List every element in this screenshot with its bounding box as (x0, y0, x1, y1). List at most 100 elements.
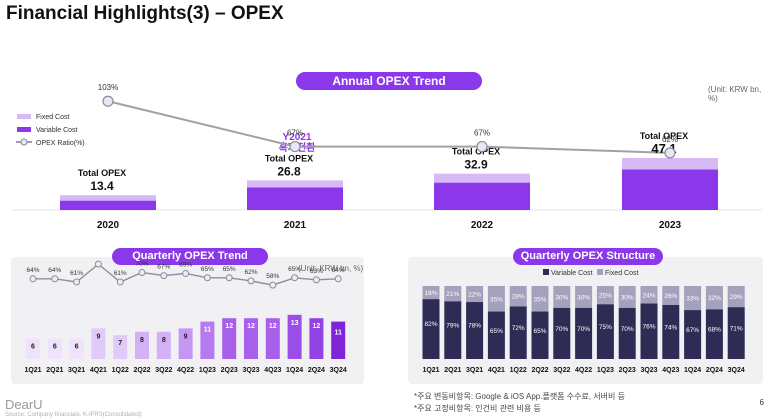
structure-bar-fixed (640, 286, 658, 304)
quarterly-ratio-marker (334, 275, 342, 283)
quarterly-ratio-marker (160, 272, 168, 280)
annual-category-label: 2021 (284, 220, 307, 231)
annual-bar-fixed (434, 173, 530, 183)
quarterly-opex-bar (287, 314, 302, 359)
structure-category-label: 1Q21 (422, 367, 439, 374)
structure-bar-fixed (422, 286, 440, 300)
quarterly-opex-bar (26, 338, 40, 359)
annual-ratio-label: 103% (98, 83, 118, 92)
quarterly-ratio-label: 65% (223, 266, 236, 273)
structure-category-label: 3Q21 (466, 367, 483, 374)
quarterly-ratio-label: 78% (92, 257, 105, 259)
quarterly-bar-label: 8 (162, 337, 166, 344)
structure-fixed-label: 35% (490, 296, 503, 303)
quarterly-bar-label: 11 (334, 330, 342, 337)
structure-bar-variable (487, 311, 505, 359)
structure-bar-fixed (684, 286, 702, 311)
legend-variable-swatch (17, 127, 31, 132)
structure-fixed-label: 28% (512, 294, 525, 301)
quarterly-ratio-label: 58% (266, 273, 279, 280)
note-fixed-items: *주요 고정비항목: 인건비 관련 비용 등 (414, 404, 541, 413)
structure-bar-fixed (662, 286, 680, 305)
structure-bar-variable (553, 307, 571, 359)
quarterly-bar-label: 6 (53, 344, 57, 351)
annual-category-label: 2023 (659, 220, 682, 231)
structure-variable-label: 78% (468, 323, 481, 330)
structure-variable-label: 71% (730, 325, 743, 332)
quarterly-opex-trend-pill: Quarterly OPEX Trend (112, 248, 268, 265)
quarterly-opex-structure-chart: Variable Cost Fixed Cost 18% 82% 1Q21 21% 79… (422, 269, 745, 374)
annual-bar-fixed (60, 195, 156, 201)
structure-bar-variable (662, 304, 680, 359)
quarterly-category-label: 3Q23 (242, 367, 259, 374)
structure-category-label: 1Q24 (684, 367, 701, 374)
annual-ratio-marker (289, 140, 301, 153)
structure-fixed-label: 30% (577, 294, 590, 301)
structure-category-label: 1Q22 (510, 367, 527, 374)
quarterly-opex-bar (113, 335, 128, 359)
annual-bar-variable (247, 187, 343, 210)
structure-fixed-label: 30% (555, 294, 568, 301)
quarterly-ratio-marker (138, 269, 146, 276)
quarterly-ratio-marker (116, 278, 124, 286)
legend-ratio-marker (20, 138, 28, 146)
structure-variable-label: 65% (490, 328, 503, 335)
structure-bar-variable (596, 304, 614, 359)
structure-fixed-label: 21% (446, 291, 459, 298)
quarterly-bar-label: 8 (140, 337, 144, 344)
annual-opex-chart: Fixed Cost Variable Cost OPEX Ratio(%) Y… (12, 83, 762, 231)
structure-bar-fixed (705, 286, 723, 310)
page-number: 6 (759, 398, 764, 407)
quarterly-category-label: 2Q21 (46, 367, 63, 374)
quarterly-opex-bar (69, 338, 84, 359)
quarterly-opex-bar (178, 328, 193, 359)
quarterly-bar-label: 13 (291, 320, 299, 327)
annual-bar-fixed (622, 158, 718, 170)
quarterly-ratio-label: 61% (70, 270, 83, 277)
quarterly-ratio-marker (73, 278, 81, 286)
quarterly-ratio-label: 65% (201, 266, 214, 273)
structure-bar-variable (640, 303, 658, 359)
annual-ratio-marker (476, 140, 488, 153)
structure-fixed-label: 25% (599, 293, 612, 300)
annual-ratio-label: 67% (474, 129, 490, 138)
quarterly-ratio-marker (312, 276, 320, 284)
structure-variable-label: 70% (577, 326, 590, 333)
quarterly-ratio-marker (247, 277, 255, 285)
structure-bar-fixed (531, 286, 549, 312)
quarterly-opex-bar (244, 318, 258, 359)
quarterly-opex-structure-pill: Quarterly OPEX Structure (513, 248, 663, 265)
quarterly-category-label: 3Q21 (68, 367, 85, 374)
structure-legend-variable-swatch (543, 269, 549, 275)
structure-legend-variable-label: Variable Cost (551, 270, 593, 277)
annual-bar-fixed (247, 180, 343, 188)
annual-total-caption: Total OPEX (452, 147, 500, 157)
structure-category-label: 4Q22 (575, 367, 592, 374)
quarterly-category-label: 3Q24 (330, 367, 347, 374)
quarterly-bar-label: 6 (31, 344, 35, 351)
structure-bar-variable (509, 306, 527, 359)
structure-variable-label: 70% (555, 326, 568, 333)
quarterly-ratio-marker (291, 274, 299, 282)
quarterly-ratio-marker (269, 281, 277, 289)
quarterly-ratio-marker (225, 274, 233, 282)
structure-category-label: 2Q23 (619, 367, 636, 374)
structure-variable-label: 75% (599, 324, 612, 331)
structure-bar-fixed (575, 286, 593, 308)
quarterly-category-label: 4Q23 (264, 367, 281, 374)
structure-category-label: 4Q21 (488, 367, 505, 374)
structure-bar-fixed (596, 286, 614, 305)
annual-total-caption: Total OPEX (78, 168, 126, 178)
structure-bar-fixed (553, 286, 571, 308)
quarterly-category-label: 2Q23 (221, 367, 238, 374)
structure-bar-fixed (466, 286, 484, 303)
structure-category-label: 2Q22 (531, 367, 548, 374)
structure-bar-variable (684, 310, 702, 359)
structure-variable-label: 72% (512, 325, 525, 332)
quarterly-ratio-label: 64% (26, 267, 39, 274)
annual-annotation-year: Y2021 (283, 132, 312, 143)
quarterly-ratio-marker (29, 275, 37, 283)
quarterly-ratio-marker (203, 274, 211, 282)
quarterly-opex-bar (47, 338, 62, 359)
quarterly-bar-label: 12 (225, 323, 233, 330)
